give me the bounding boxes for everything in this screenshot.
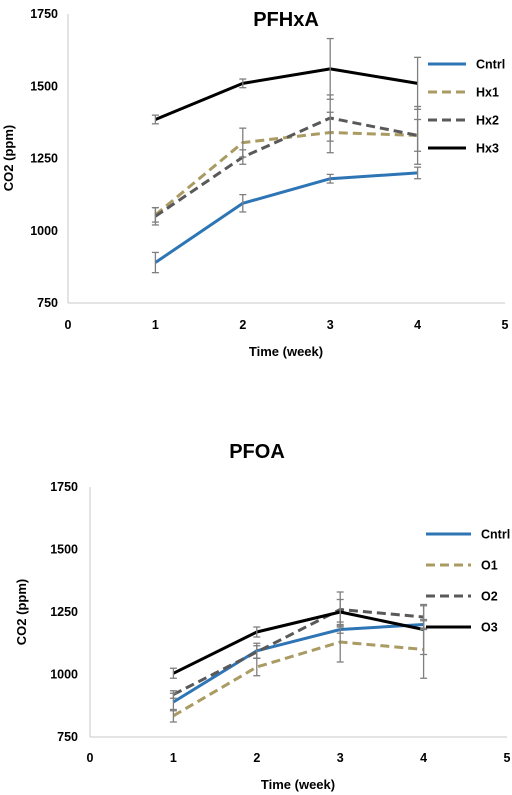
x-tick-label: 1 xyxy=(152,318,159,332)
x-tick-label: 2 xyxy=(239,318,246,332)
y-tick-label: 1000 xyxy=(50,668,78,682)
legend-label: O2 xyxy=(481,590,498,604)
y-tick-label: 1000 xyxy=(30,224,58,238)
error-bar xyxy=(169,708,177,723)
y-tick-label: 750 xyxy=(57,730,78,744)
y-tick-label: 1500 xyxy=(30,79,58,93)
series-line-cntrl xyxy=(154,171,418,264)
legend-label: Hx2 xyxy=(476,114,499,128)
x-tick-label: 3 xyxy=(337,751,344,765)
y-tick-labels: 750 1000 1250 1500 1750 xyxy=(30,7,58,310)
legend-item-cntrl: Cntrl xyxy=(426,528,510,542)
x-tick-label: 2 xyxy=(253,751,260,765)
x-tick-label: 3 xyxy=(327,318,334,332)
legend-label: Hx3 xyxy=(476,142,499,156)
legend-item-hx2: Hx2 xyxy=(428,114,499,128)
legend-item-hx3: Hx3 xyxy=(428,142,499,156)
x-tick-label: 1 xyxy=(170,751,177,765)
series-line-hx3 xyxy=(154,67,418,121)
error-bar xyxy=(253,645,261,659)
x-axis-label: Time (week) xyxy=(249,344,323,359)
series-line-o3 xyxy=(172,610,424,675)
error-bar xyxy=(151,206,159,226)
x-tick-label: 0 xyxy=(65,318,72,332)
legend-label: Hx1 xyxy=(476,86,499,100)
legend-item-o1: O1 xyxy=(426,559,498,573)
x-tick-label: 0 xyxy=(87,751,94,765)
error-bar xyxy=(239,149,247,165)
error-bar xyxy=(420,603,428,656)
error-bar xyxy=(239,78,247,89)
legend-item-hx1: Hx1 xyxy=(428,86,499,100)
chart-title: PFHxA xyxy=(253,9,319,31)
legend-item-o2: O2 xyxy=(426,590,498,604)
x-tick-labels: 0 1 2 3 4 5 xyxy=(65,318,509,332)
x-tick-label: 4 xyxy=(414,318,421,332)
legend-item-cntrl: Cntrl xyxy=(428,58,505,72)
legend-label: O3 xyxy=(481,621,498,635)
y-tick-label: 1750 xyxy=(50,480,78,494)
error-bar xyxy=(151,251,159,274)
y-tick-label: 1500 xyxy=(50,543,78,557)
y-tick-label: 1250 xyxy=(30,152,58,166)
y-tick-labels: 750 1000 1250 1500 1750 xyxy=(50,480,78,744)
legend-item-o3: O3 xyxy=(426,621,498,635)
legend-label: Cntrl xyxy=(481,528,510,542)
x-tick-label: 4 xyxy=(420,751,427,765)
error-bar xyxy=(239,193,247,213)
plot-area xyxy=(151,37,422,274)
error-bar xyxy=(326,173,334,184)
x-tick-label: 5 xyxy=(502,318,509,332)
y-tick-label: 1750 xyxy=(30,7,58,21)
y-axis-label: CO2 (ppm) xyxy=(1,125,16,191)
series-line-o2 xyxy=(172,608,424,696)
chart-pfhxa: PFHxA CO2 (ppm) Time (week) 750100012501… xyxy=(1,7,509,359)
error-bar xyxy=(151,114,159,125)
legend: Cntrl O1 O2 O3 xyxy=(426,528,510,635)
y-tick-label: 1250 xyxy=(50,605,78,619)
error-bar xyxy=(169,690,177,699)
chart-pfoa: PFOA CO2 (ppm) Time (week) 7501000125015… xyxy=(14,441,511,792)
legend: Cntrl Hx1 Hx2 Hx3 xyxy=(428,58,505,156)
x-axis-label: Time (week) xyxy=(261,777,335,792)
x-tick-labels: 0 1 2 3 4 5 xyxy=(87,751,511,765)
error-bar xyxy=(414,166,422,180)
series-line-hx1 xyxy=(154,131,418,217)
series-line-cntrl xyxy=(172,623,424,704)
error-bar xyxy=(414,56,422,111)
plot-area xyxy=(169,591,428,723)
legend-label: Cntrl xyxy=(476,58,505,72)
error-bar xyxy=(336,598,344,626)
error-bar xyxy=(169,667,177,679)
y-tick-label: 750 xyxy=(37,296,58,310)
legend-label: O1 xyxy=(481,559,498,573)
error-bar xyxy=(326,37,334,100)
x-tick-label: 5 xyxy=(504,751,511,765)
series-line-hx2 xyxy=(154,116,418,218)
series-line-o1 xyxy=(172,640,424,718)
y-axis-label: CO2 (ppm) xyxy=(14,579,29,645)
chart-title: PFOA xyxy=(229,441,285,463)
error-bar xyxy=(253,626,261,638)
